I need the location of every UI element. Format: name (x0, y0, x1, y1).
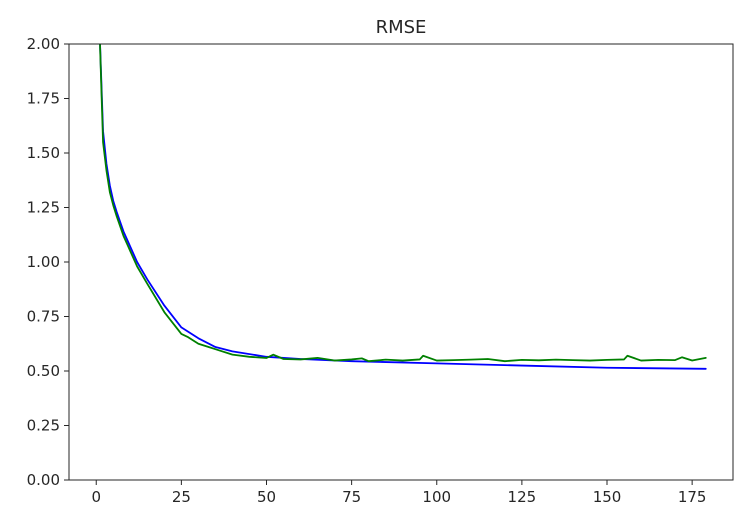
x-tick-label: 0 (91, 488, 101, 506)
y-tick-label: 1.25 (27, 199, 60, 217)
x-tick-label: 75 (342, 488, 361, 506)
y-tick-label: 2.00 (27, 35, 60, 53)
y-tick-label: 0.75 (27, 308, 60, 326)
y-tick-label: 0.50 (27, 362, 60, 380)
chart-title: RMSE (376, 17, 427, 38)
series-line-2 (99, 44, 707, 363)
series-line-1 (99, 44, 707, 370)
x-tick-label: 50 (257, 488, 276, 506)
x-tick-label: 100 (422, 488, 451, 506)
x-axis-ticks: 0 25 50 75 100 125 150 175 (91, 480, 706, 506)
y-tick-label: 0.25 (27, 417, 60, 435)
plot-lines (99, 44, 707, 370)
y-tick-label: 1.50 (27, 144, 60, 162)
y-tick-label: 1.00 (27, 253, 60, 271)
plot-frame (68, 43, 734, 481)
y-tick-label: 1.75 (27, 90, 60, 108)
y-tick-label: 0.00 (27, 471, 60, 489)
x-tick-label: 175 (678, 488, 707, 506)
x-tick-label: 150 (593, 488, 622, 506)
x-tick-label: 125 (508, 488, 537, 506)
x-tick-label: 25 (172, 488, 191, 506)
y-axis-ticks: 0.00 0.25 0.50 0.75 1.00 1.25 1.50 1.75 2.00 (27, 35, 69, 489)
